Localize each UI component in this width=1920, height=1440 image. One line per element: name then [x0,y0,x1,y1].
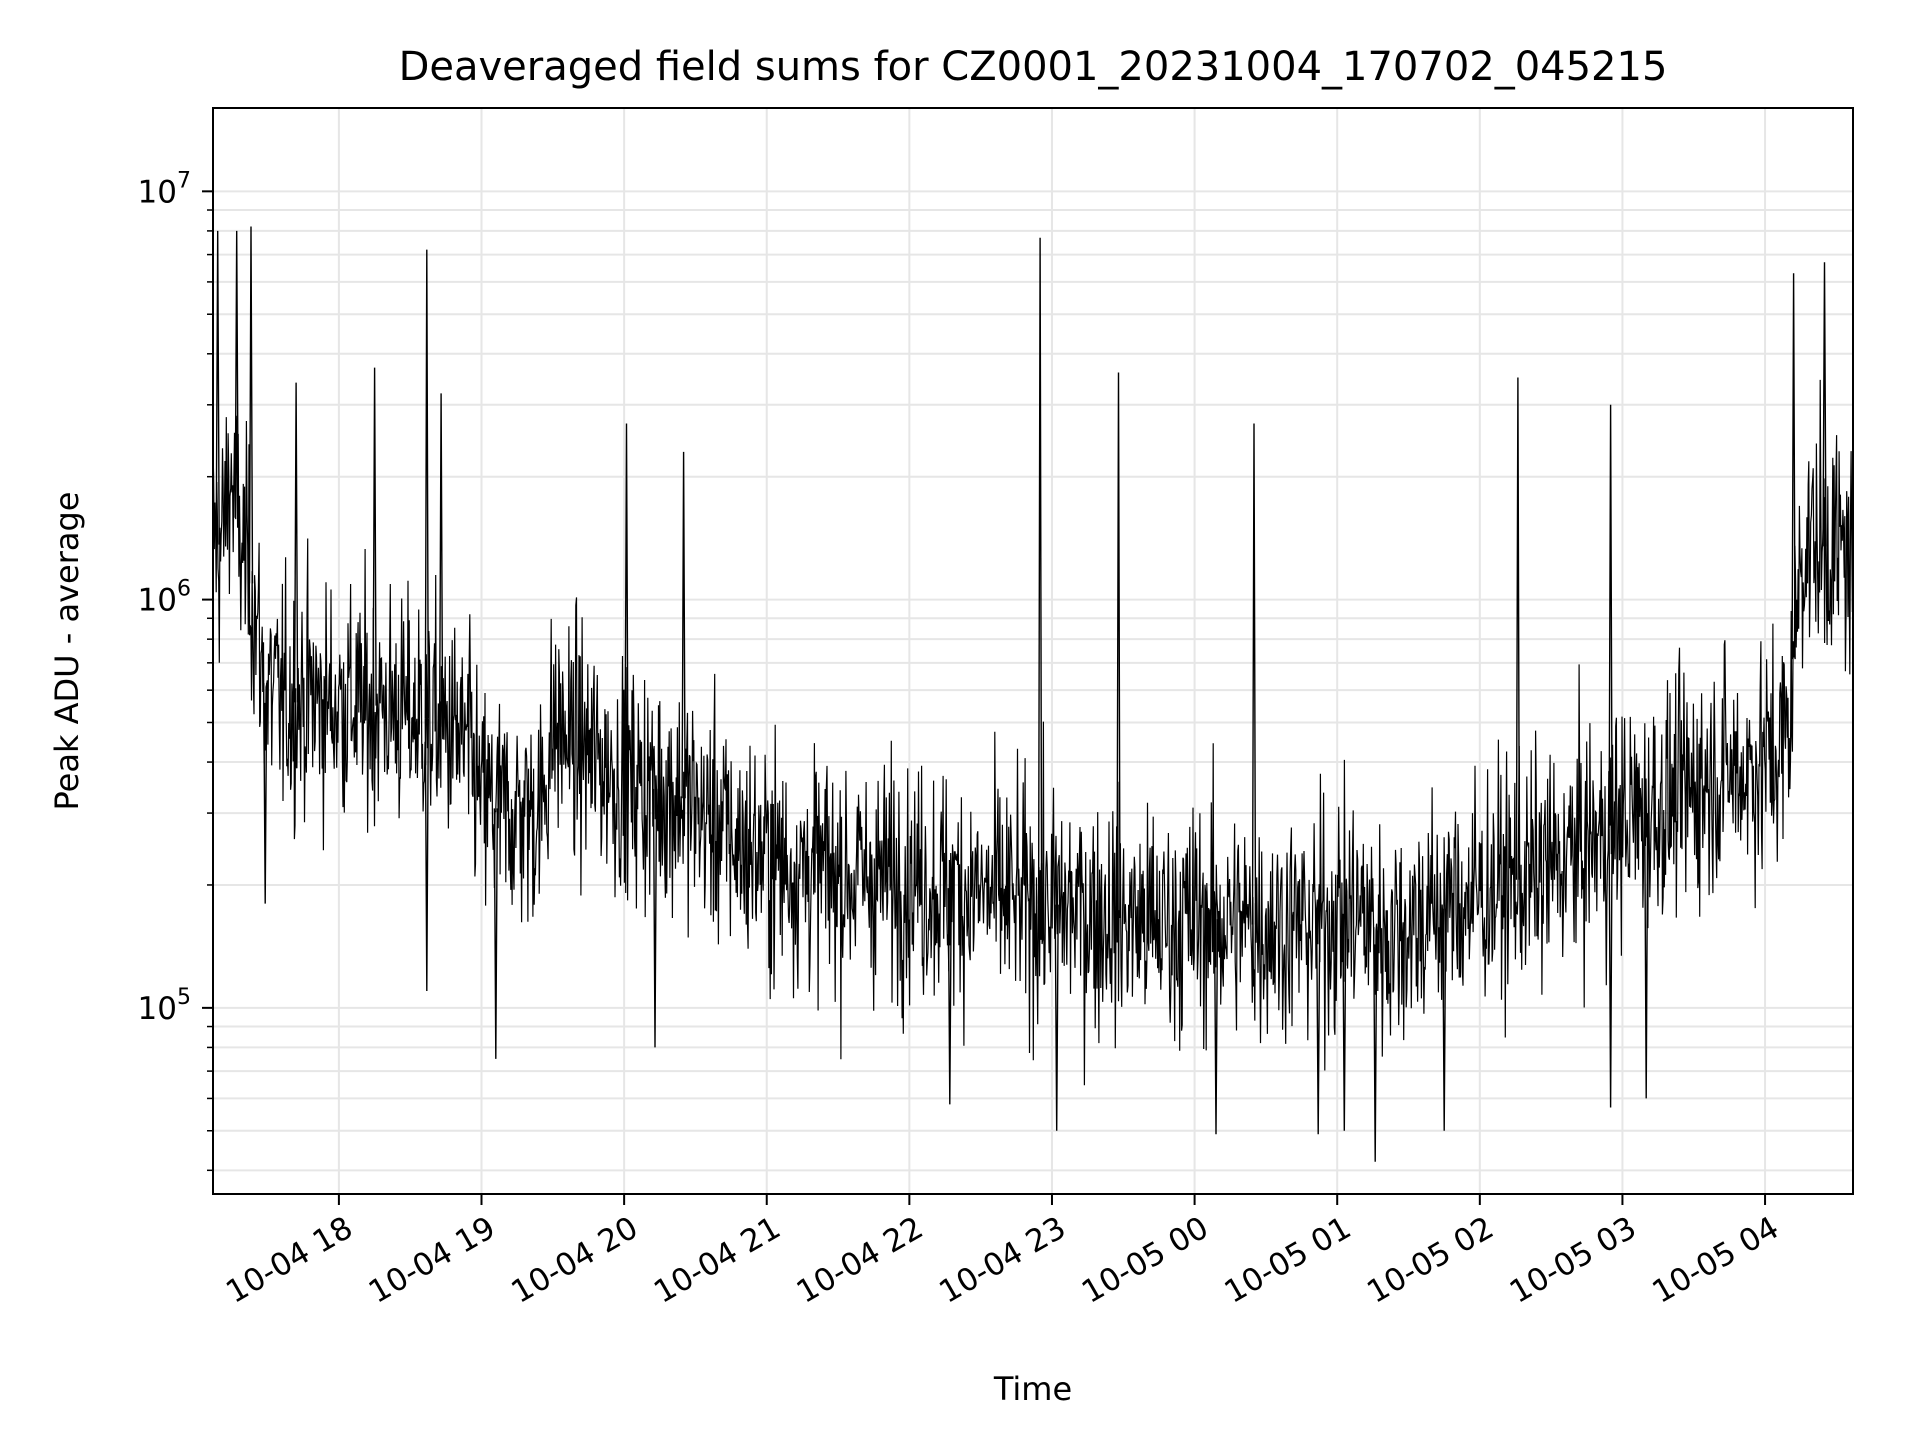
series-spike [1054,904,1059,1131]
series-spike [1251,423,1257,925]
series-spike [1608,404,1613,829]
series-spike [293,382,299,703]
series-spike [1791,273,1796,660]
series-spike [215,230,220,545]
y-tick-label-base: 10 [138,991,177,1027]
y-tick-label: 106 [138,577,191,619]
y-tick-label: 105 [138,985,191,1027]
series-line [212,379,1854,1086]
series-spike [1037,237,1043,904]
series-spike [1442,908,1447,1131]
series-spike [234,230,239,518]
y-axis-label: Peak ADU - average [48,492,86,811]
series-spike [1342,913,1347,1131]
series-spike [1644,813,1649,1099]
y-tick-label: 107 [138,168,191,210]
y-tick-label-base: 10 [138,583,177,619]
series-spike [1213,919,1219,1135]
series-spike [1515,377,1521,880]
series-spike [1116,372,1121,919]
series-spike [372,367,377,706]
series-spike [652,788,658,1048]
series-spike [248,226,254,584]
series-spike [1822,262,1827,547]
series-spike [438,393,444,727]
y-tick-label-exponent: 7 [177,168,191,193]
series-spike [1608,828,1613,1108]
chart-title: Deaveraged field sums for CZ0001_2023100… [399,44,1668,90]
series-spike [424,718,429,992]
series-spike [424,249,429,719]
series-spike [624,423,629,782]
series-spike [263,683,268,904]
y-tick-label-exponent: 6 [177,577,191,602]
series-spike [1373,927,1378,1162]
plot-frame [212,107,1854,1195]
series-spike [947,888,952,1105]
x-axis-label: Time [993,1370,1072,1408]
y-tick-label-exponent: 5 [177,985,191,1010]
series-spike [1316,922,1321,1135]
series-spike [681,451,686,799]
y-tick-label-base: 10 [138,174,177,210]
series-spike [493,808,498,1059]
series-layer [212,226,1854,1162]
